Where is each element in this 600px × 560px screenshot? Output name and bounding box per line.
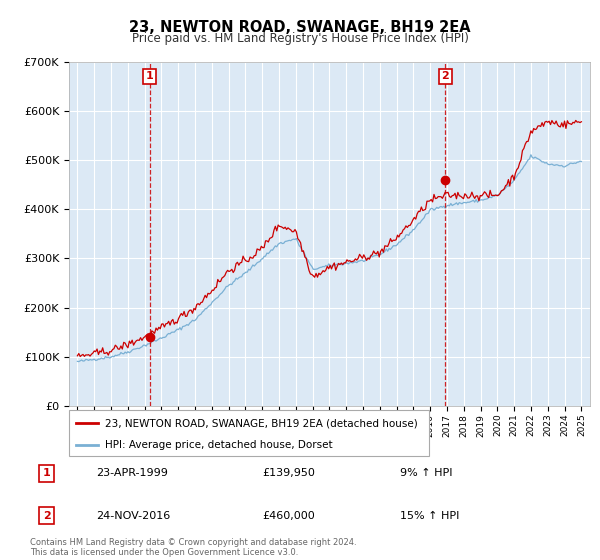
Text: 23-APR-1999: 23-APR-1999	[96, 468, 168, 478]
FancyBboxPatch shape	[69, 410, 429, 456]
Text: £139,950: £139,950	[262, 468, 315, 478]
Text: 23, NEWTON ROAD, SWANAGE, BH19 2EA: 23, NEWTON ROAD, SWANAGE, BH19 2EA	[129, 20, 471, 35]
Text: Price paid vs. HM Land Registry's House Price Index (HPI): Price paid vs. HM Land Registry's House …	[131, 32, 469, 45]
Text: 1: 1	[43, 468, 50, 478]
Text: Contains HM Land Registry data © Crown copyright and database right 2024.
This d: Contains HM Land Registry data © Crown c…	[30, 538, 356, 557]
Text: 1: 1	[146, 71, 154, 81]
Text: 9% ↑ HPI: 9% ↑ HPI	[400, 468, 452, 478]
Text: 2: 2	[43, 511, 50, 521]
Text: 15% ↑ HPI: 15% ↑ HPI	[400, 511, 459, 521]
Text: 24-NOV-2016: 24-NOV-2016	[96, 511, 170, 521]
Text: £460,000: £460,000	[262, 511, 314, 521]
Text: 23, NEWTON ROAD, SWANAGE, BH19 2EA (detached house): 23, NEWTON ROAD, SWANAGE, BH19 2EA (deta…	[105, 418, 418, 428]
Text: 2: 2	[442, 71, 449, 81]
Text: HPI: Average price, detached house, Dorset: HPI: Average price, detached house, Dors…	[105, 440, 332, 450]
